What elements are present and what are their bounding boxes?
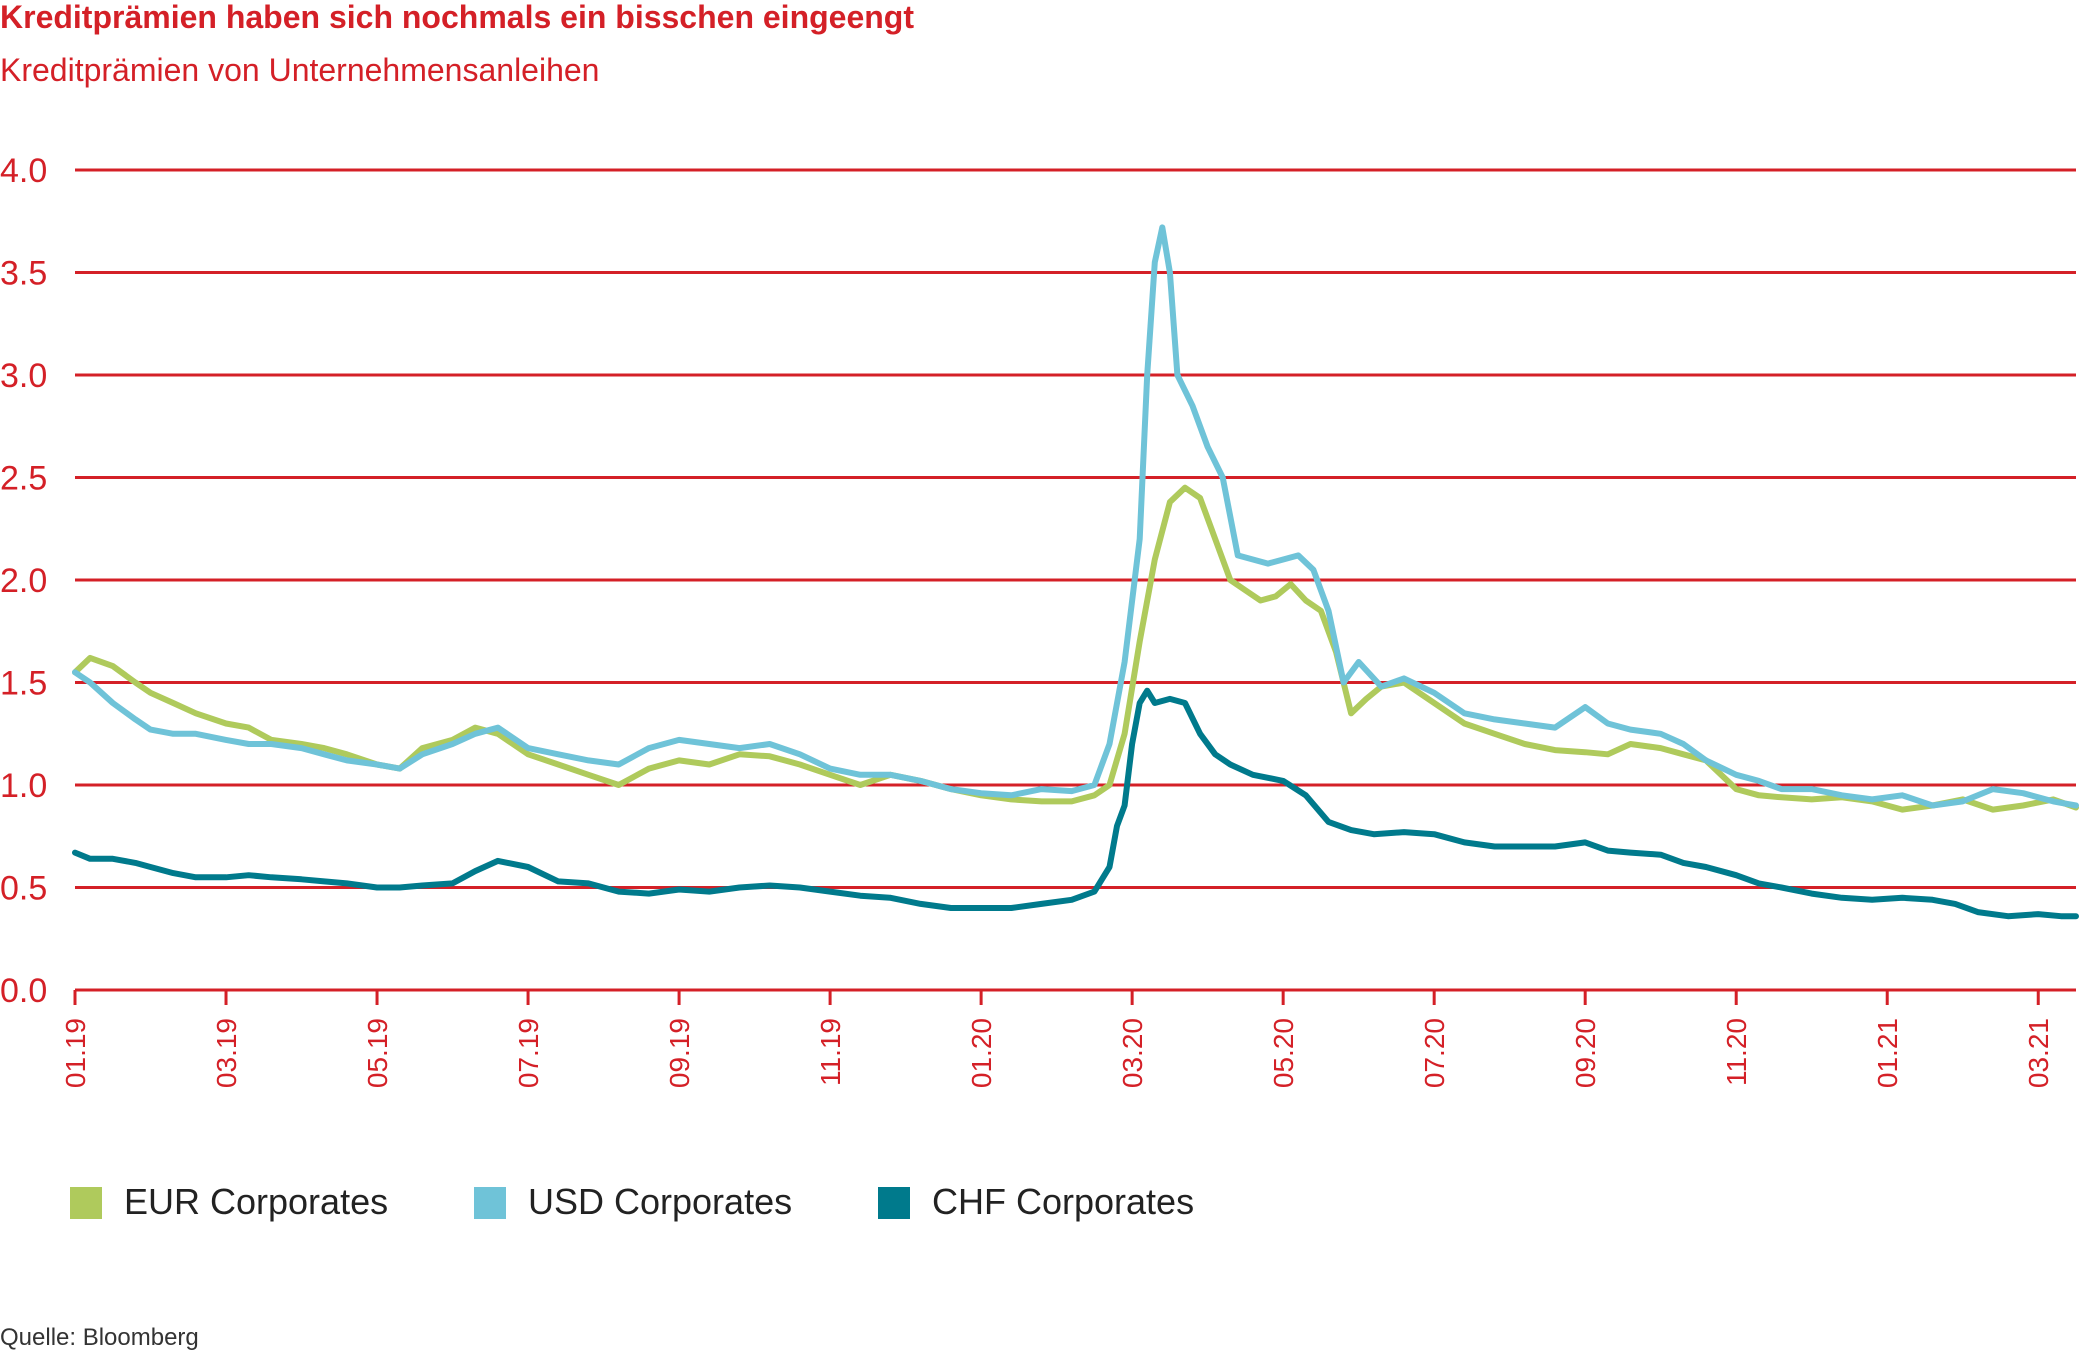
y-tick-label: 1.5 xyxy=(0,665,47,703)
x-tick-label: 05.19 xyxy=(362,1018,393,1088)
legend-label-chf: CHF Corporates xyxy=(932,1181,1194,1222)
x-axis: 01.19 03.19 05.19 07.19 09.19 11.19 01.20 03.20… xyxy=(60,988,2076,1088)
x-tick-label: 01.19 xyxy=(60,1018,91,1088)
chart-subtitle: Kreditprämien von Unternehmensanleihen xyxy=(0,52,599,88)
x-tick-label: 01.20 xyxy=(966,1018,997,1088)
series-lines xyxy=(72,224,2079,920)
x-tick-label: 03.21 xyxy=(2023,1018,2054,1088)
legend-swatch-usd xyxy=(474,1187,506,1219)
x-tick-label: 03.19 xyxy=(211,1018,242,1088)
legend-swatch-chf xyxy=(878,1187,910,1219)
x-tick-label: 09.20 xyxy=(1570,1018,1601,1088)
y-tick-label: 2.5 xyxy=(0,460,47,498)
y-tick-label: 4.0 xyxy=(0,152,47,190)
y-axis: 0.0 0.5 1.0 1.5 2.0 2.5 3.0 3.5 4.0 xyxy=(0,152,47,1010)
chart-title: Kreditprämien haben sich nochmals ein bi… xyxy=(0,0,914,35)
legend-label-eur: EUR Corporates xyxy=(124,1181,388,1222)
series-line-chf xyxy=(72,687,2079,920)
legend: EUR Corporates USD Corporates CHF Corpor… xyxy=(70,1181,1194,1222)
x-tick-label: 11.20 xyxy=(1721,1018,1752,1086)
y-tick-label: 2.0 xyxy=(0,562,47,600)
grid-lines xyxy=(75,168,2076,889)
y-tick-label: 3.5 xyxy=(0,255,47,293)
y-tick-label: 3.0 xyxy=(0,357,47,395)
x-tick-label: 07.20 xyxy=(1419,1018,1450,1088)
y-tick-label: 0.0 xyxy=(0,972,47,1010)
legend-swatch-eur xyxy=(70,1187,102,1219)
x-tick-label: 01.21 xyxy=(1872,1018,1903,1088)
x-tick-label: 07.19 xyxy=(513,1018,544,1088)
x-tick-label: 05.20 xyxy=(1268,1018,1299,1088)
x-tick-label: 09.19 xyxy=(664,1018,695,1088)
x-tick-label: 11.19 xyxy=(815,1018,846,1086)
y-tick-label: 0.5 xyxy=(0,870,47,908)
y-tick-label: 1.0 xyxy=(0,767,47,805)
source-note: Quelle: Bloomberg xyxy=(0,1324,199,1351)
legend-label-usd: USD Corporates xyxy=(528,1181,792,1222)
series-line-usd xyxy=(72,224,2079,809)
x-tick-label: 03.20 xyxy=(1117,1018,1148,1088)
